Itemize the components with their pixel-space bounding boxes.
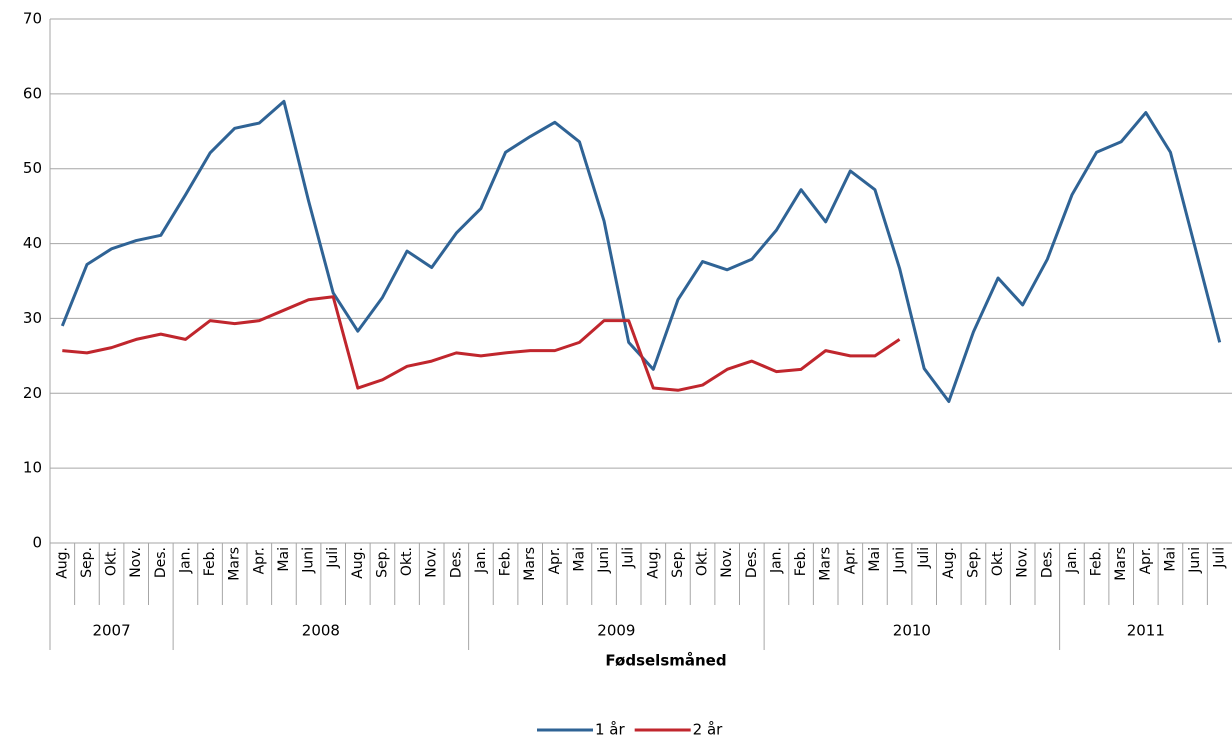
y-tick-label: 60: [23, 84, 42, 102]
y-tick-label: 70: [23, 10, 42, 28]
x-tick-label: Nov.: [719, 547, 735, 578]
x-tick-label: Sep.: [965, 547, 981, 578]
x-tick-label: Okt.: [990, 547, 1006, 576]
x-tick-label: Mai: [571, 547, 587, 572]
x-axis-label: Fødselsmåned: [605, 652, 726, 670]
x-tick-label: Jan.: [177, 547, 193, 574]
x-tick-label: Jan.: [1064, 547, 1080, 574]
series-line: [62, 295, 901, 392]
x-tick-label: Apr.: [842, 547, 858, 574]
y-tick-label: 0: [32, 534, 42, 552]
x-tick-label: Apr.: [547, 547, 563, 574]
x-tick-label: Sep.: [670, 547, 686, 578]
legend-label: 1 år: [595, 721, 626, 738]
x-tick-label: Juni: [892, 547, 908, 574]
x-tick-label: Sep.: [79, 547, 95, 578]
x-tick-label: Aug.: [941, 547, 957, 579]
group-label: 2008: [302, 622, 340, 640]
x-tick-label: Mars: [522, 547, 538, 581]
y-tick-label: 20: [23, 384, 42, 402]
group-label: 2009: [597, 622, 635, 640]
x-tick-label: Des.: [744, 547, 760, 578]
x-tick-label: Apr.: [1138, 547, 1154, 574]
x-tick-label: Juli: [1212, 547, 1228, 569]
x-tick-label: Juli: [325, 547, 341, 569]
x-tick-label: Apr.: [251, 547, 267, 574]
x-tick-label: Feb.: [202, 547, 218, 576]
x-tick-label: Nov.: [1015, 547, 1031, 578]
x-tick-label: Jan.: [473, 547, 489, 574]
x-tick-label: Juni: [1187, 547, 1203, 574]
x-tick-label: Mars: [1113, 547, 1129, 581]
x-tick-label: Juli: [916, 547, 932, 569]
x-tick-label: Sep.: [374, 547, 390, 578]
x-tick-label: Feb.: [1089, 547, 1105, 576]
x-tick-label: Des.: [448, 547, 464, 578]
x-tick-label: Okt.: [695, 547, 711, 576]
x-tick-label: Nov.: [128, 547, 144, 578]
y-tick-label: 30: [23, 309, 42, 327]
x-tick-label: Mars: [227, 547, 243, 581]
x-tick-label: Aug.: [645, 547, 661, 579]
x-tick-label: Nov.: [424, 547, 440, 578]
x-tick-label: Okt.: [104, 547, 120, 576]
y-tick-label: 40: [23, 234, 42, 252]
x-tick-label: Jan.: [768, 547, 784, 574]
y-tick-label: 50: [23, 159, 42, 177]
x-tick-label: Mai: [1162, 547, 1178, 572]
x-tick-label: Juni: [596, 547, 612, 574]
x-tick-label: Juli: [621, 547, 637, 569]
x-tick-label: Juni: [301, 547, 317, 574]
x-tick-label: Aug.: [54, 547, 70, 579]
x-tick-label: Mai: [276, 547, 292, 572]
x-tick-label: Okt.: [399, 547, 415, 576]
group-label: 2010: [893, 622, 931, 640]
group-label: 2011: [1127, 622, 1165, 640]
legend-label: 2 år: [693, 721, 724, 738]
x-tick-label: Des.: [1039, 547, 1055, 578]
group-label: 2007: [92, 622, 130, 640]
x-tick-label: Des.: [153, 547, 169, 578]
x-tick-label: Aug.: [350, 547, 366, 579]
x-tick-label: Feb.: [498, 547, 514, 576]
x-tick-label: Mars: [818, 547, 834, 581]
y-tick-label: 10: [23, 459, 42, 477]
x-tick-label: Mai: [867, 547, 883, 572]
x-tick-label: Feb.: [793, 547, 809, 576]
